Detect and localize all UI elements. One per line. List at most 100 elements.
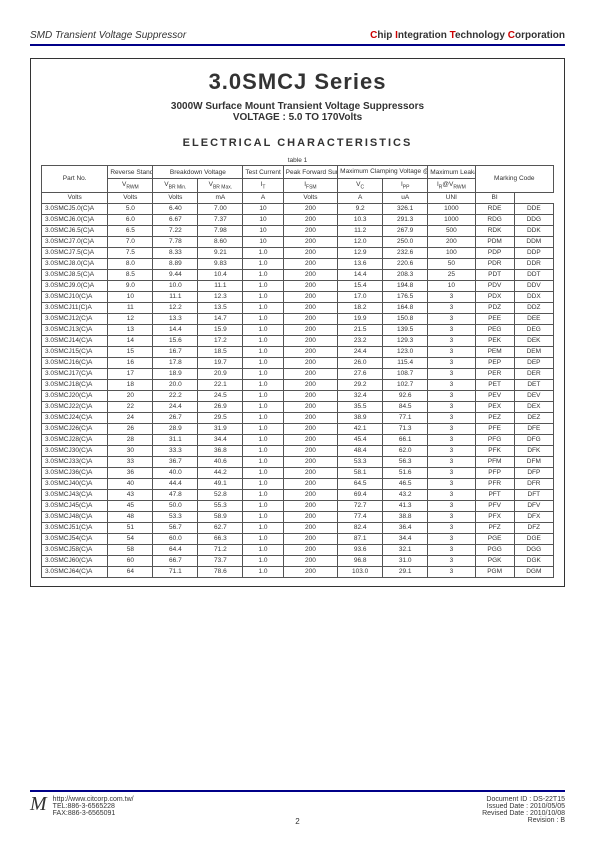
table-cell: 3: [428, 445, 475, 456]
table-cell: 55.3: [198, 500, 243, 511]
table-cell: 3.0SMCJ7.5(C)A: [42, 247, 108, 258]
table-cell: 10: [428, 280, 475, 291]
table-cell: 48: [108, 511, 153, 522]
table-cell: 3.0SMCJ33(C)A: [42, 456, 108, 467]
table-cell: 13.5: [198, 302, 243, 313]
table-cell: 64.4: [153, 544, 198, 555]
table-cell: 3: [428, 566, 475, 577]
table-cell: 96.8: [338, 555, 383, 566]
table-cell: 24: [108, 412, 153, 423]
table-cell: 11.1: [198, 280, 243, 291]
series-title: 3.0SMCJ Series: [41, 69, 554, 95]
table-row: 3.0SMCJ6.0(C)A6.06.677.371020010.3291.31…: [42, 214, 554, 225]
table-cell: 7.0: [108, 236, 153, 247]
table-cell: PEV: [475, 390, 514, 401]
table-row: 3.0SMCJ12(C)A1213.314.71.020019.9150.83P…: [42, 313, 554, 324]
table-cell: 3.0SMCJ15(C)A: [42, 346, 108, 357]
table-cell: 27.6: [338, 368, 383, 379]
table-cell: 200: [283, 423, 337, 434]
table-cell: 200: [283, 368, 337, 379]
table-cell: 3.0SMCJ60(C)A: [42, 555, 108, 566]
table-cell: 33.3: [153, 445, 198, 456]
table-cell: PEX: [475, 401, 514, 412]
table-cell: 326.1: [383, 203, 428, 214]
table-cell: 10.3: [338, 214, 383, 225]
table-cell: 36.4: [383, 522, 428, 533]
table-cell: 3: [428, 335, 475, 346]
table-cell: 200: [283, 313, 337, 324]
table-cell: 291.3: [383, 214, 428, 225]
table-cell: 1.0: [243, 522, 283, 533]
table-cell: 200: [283, 324, 337, 335]
table-cell: 62.7: [198, 522, 243, 533]
table-cell: DEV: [514, 390, 553, 401]
table-cell: 17: [108, 368, 153, 379]
unit-ua: uA: [383, 192, 428, 203]
table-cell: 3: [428, 313, 475, 324]
table-cell: DFM: [514, 456, 553, 467]
table-cell: DGG: [514, 544, 553, 555]
table-cell: 69.4: [338, 489, 383, 500]
table-cell: 1.0: [243, 346, 283, 357]
table-cell: PER: [475, 368, 514, 379]
table-cell: 500: [428, 225, 475, 236]
sym-vbrmin: VBR Min.: [153, 179, 198, 192]
table-cell: 43.2: [383, 489, 428, 500]
unit-a-2: A: [338, 192, 383, 203]
table-cell: 36.7: [153, 456, 198, 467]
table-cell: 14.4: [338, 269, 383, 280]
unit-bi: BI: [475, 192, 514, 203]
table-cell: 200: [283, 280, 337, 291]
table-cell: 1.0: [243, 489, 283, 500]
table-cell: 92.6: [383, 390, 428, 401]
table-cell: 77.1: [383, 412, 428, 423]
table-cell: 200: [283, 357, 337, 368]
table-row: 3.0SMCJ17(C)A1718.920.91.020027.6108.73P…: [42, 368, 554, 379]
table-cell: 30: [108, 445, 153, 456]
table-cell: DFV: [514, 500, 553, 511]
table-row: 3.0SMCJ9.0(C)A9.010.011.11.020015.4194.8…: [42, 280, 554, 291]
table-cell: 123.0: [383, 346, 428, 357]
table-cell: PEE: [475, 313, 514, 324]
table-cell: 1.0: [243, 379, 283, 390]
table-cell: 82.4: [338, 522, 383, 533]
table-cell: 56.3: [383, 456, 428, 467]
table-cell: 3.0SMCJ51(C)A: [42, 522, 108, 533]
table-cell: 52.8: [198, 489, 243, 500]
table-cell: 24.4: [153, 401, 198, 412]
table-cell: DFP: [514, 467, 553, 478]
table-cell: 1.0: [243, 335, 283, 346]
table-cell: 11.1: [153, 291, 198, 302]
table-cell: 3.0SMCJ14(C)A: [42, 335, 108, 346]
table-row: 3.0SMCJ36(C)A3640.044.21.020058.151.63PF…: [42, 467, 554, 478]
table-cell: 28.9: [153, 423, 198, 434]
table-cell: 1.0: [243, 258, 283, 269]
table-cell: 3.0SMCJ36(C)A: [42, 467, 108, 478]
footer-tel: TEL:886-3-6565228: [53, 803, 134, 810]
table-cell: 220.6: [383, 258, 428, 269]
table-cell: 3.0SMCJ11(C)A: [42, 302, 108, 313]
table-cell: 200: [283, 555, 337, 566]
table-cell: 3.0SMCJ30(C)A: [42, 445, 108, 456]
table-row: 3.0SMCJ22(C)A2224.426.91.020035.584.53PE…: [42, 401, 554, 412]
table-cell: 3: [428, 423, 475, 434]
table-cell: 66.7: [153, 555, 198, 566]
table-cell: 3.0SMCJ8.5(C)A: [42, 269, 108, 280]
table-cell: 15.4: [338, 280, 383, 291]
table-cell: 46.5: [383, 478, 428, 489]
table-number: table 1: [42, 155, 554, 166]
table-cell: 71.3: [383, 423, 428, 434]
footer-right: Document ID : DS-22T15 Issued Date : 201…: [482, 796, 565, 824]
table-cell: 17.0: [338, 291, 383, 302]
table-cell: 176.5: [383, 291, 428, 302]
table-cell: 64: [108, 566, 153, 577]
table-cell: 72.7: [338, 500, 383, 511]
table-cell: 8.89: [153, 258, 198, 269]
table-cell: 200: [283, 214, 337, 225]
table-cell: PEK: [475, 335, 514, 346]
table-cell: 1.0: [243, 511, 283, 522]
table-cell: 31.0: [383, 555, 428, 566]
table-cell: 34.4: [383, 533, 428, 544]
table-cell: 60: [108, 555, 153, 566]
table-cell: PDT: [475, 269, 514, 280]
